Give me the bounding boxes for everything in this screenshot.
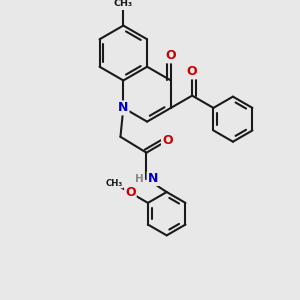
Text: CH₃: CH₃ (114, 0, 133, 8)
Text: H: H (135, 174, 144, 184)
Text: O: O (187, 65, 197, 78)
Text: CH₃: CH₃ (106, 179, 123, 188)
Text: N: N (148, 172, 158, 185)
Text: O: O (162, 134, 172, 147)
Text: N: N (118, 101, 128, 114)
Text: O: O (166, 50, 176, 62)
Text: O: O (125, 186, 136, 199)
